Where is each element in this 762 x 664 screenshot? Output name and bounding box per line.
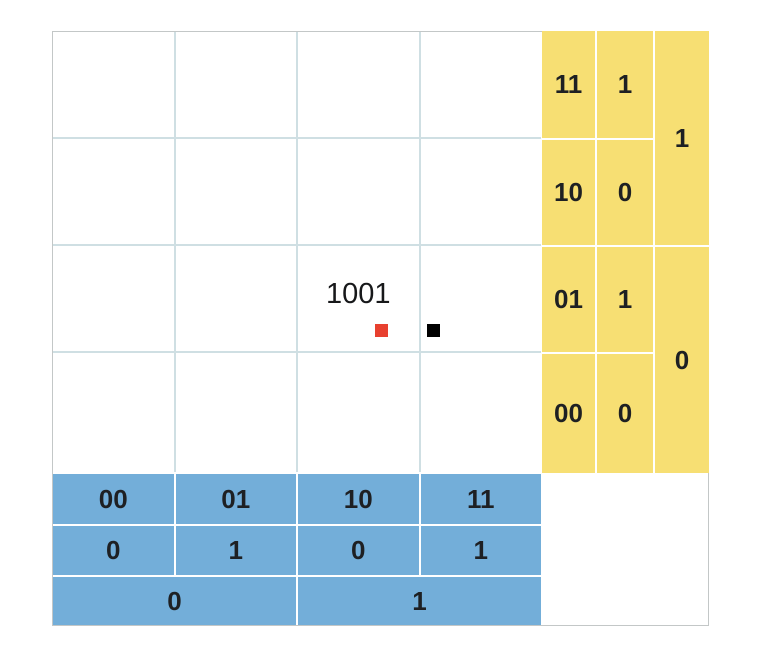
col-group-label: 1 [298,577,541,625]
kmap-cell[interactable] [53,32,174,137]
kmap-grid: 1001 [53,32,541,472]
row-group-label: 0 [655,247,709,473]
col-value-label: 0 [298,526,419,575]
kmap-cell[interactable] [53,246,174,351]
row-value-label: 0 [597,140,653,245]
row-value-label: 0 [597,354,653,473]
col-value-label: 1 [420,526,541,575]
kmap-cell[interactable] [420,353,541,472]
row-bits-label: 10 [542,140,595,245]
kmap-cell[interactable] [175,32,296,137]
col-value-label: 0 [53,526,174,575]
kmap-cell[interactable] [175,353,296,472]
col-bits-label: 11 [420,474,541,524]
cell-address-label: 1001 [325,278,391,310]
kmap-cell[interactable] [298,353,419,472]
col-header-panel: 00 01 10 11 0 1 0 1 0 1 [53,474,541,625]
black-square-marker [426,324,440,337]
col-bits-label: 00 [53,474,174,524]
red-square-marker [375,324,388,337]
kmap-cell[interactable] [175,246,296,351]
kmap-cell[interactable] [420,139,541,244]
row-bits-label: 00 [542,354,595,473]
row-value-label: 1 [597,31,653,138]
col-group-label: 0 [53,577,296,625]
row-value-label: 1 [597,247,653,352]
row-bits-label: 01 [542,247,595,352]
col-bits-label: 01 [175,474,296,524]
row-bits-label: 11 [542,31,595,138]
row-group-label: 1 [655,31,709,245]
col-value-label: 1 [175,526,296,575]
kmap-cell[interactable] [53,139,174,244]
kmap-cell[interactable] [53,353,174,472]
kmap-cell[interactable] [298,139,419,244]
kmap-cell-annotated[interactable]: 1001 [298,246,419,351]
kmap-cell[interactable] [420,246,541,351]
kmap-cell[interactable] [298,32,419,137]
kmap-cell[interactable] [420,32,541,137]
kmap-cell[interactable] [175,139,296,244]
col-bits-label: 10 [298,474,419,524]
row-header-panel: 1 0 11 1 10 0 01 1 00 0 [542,31,709,473]
